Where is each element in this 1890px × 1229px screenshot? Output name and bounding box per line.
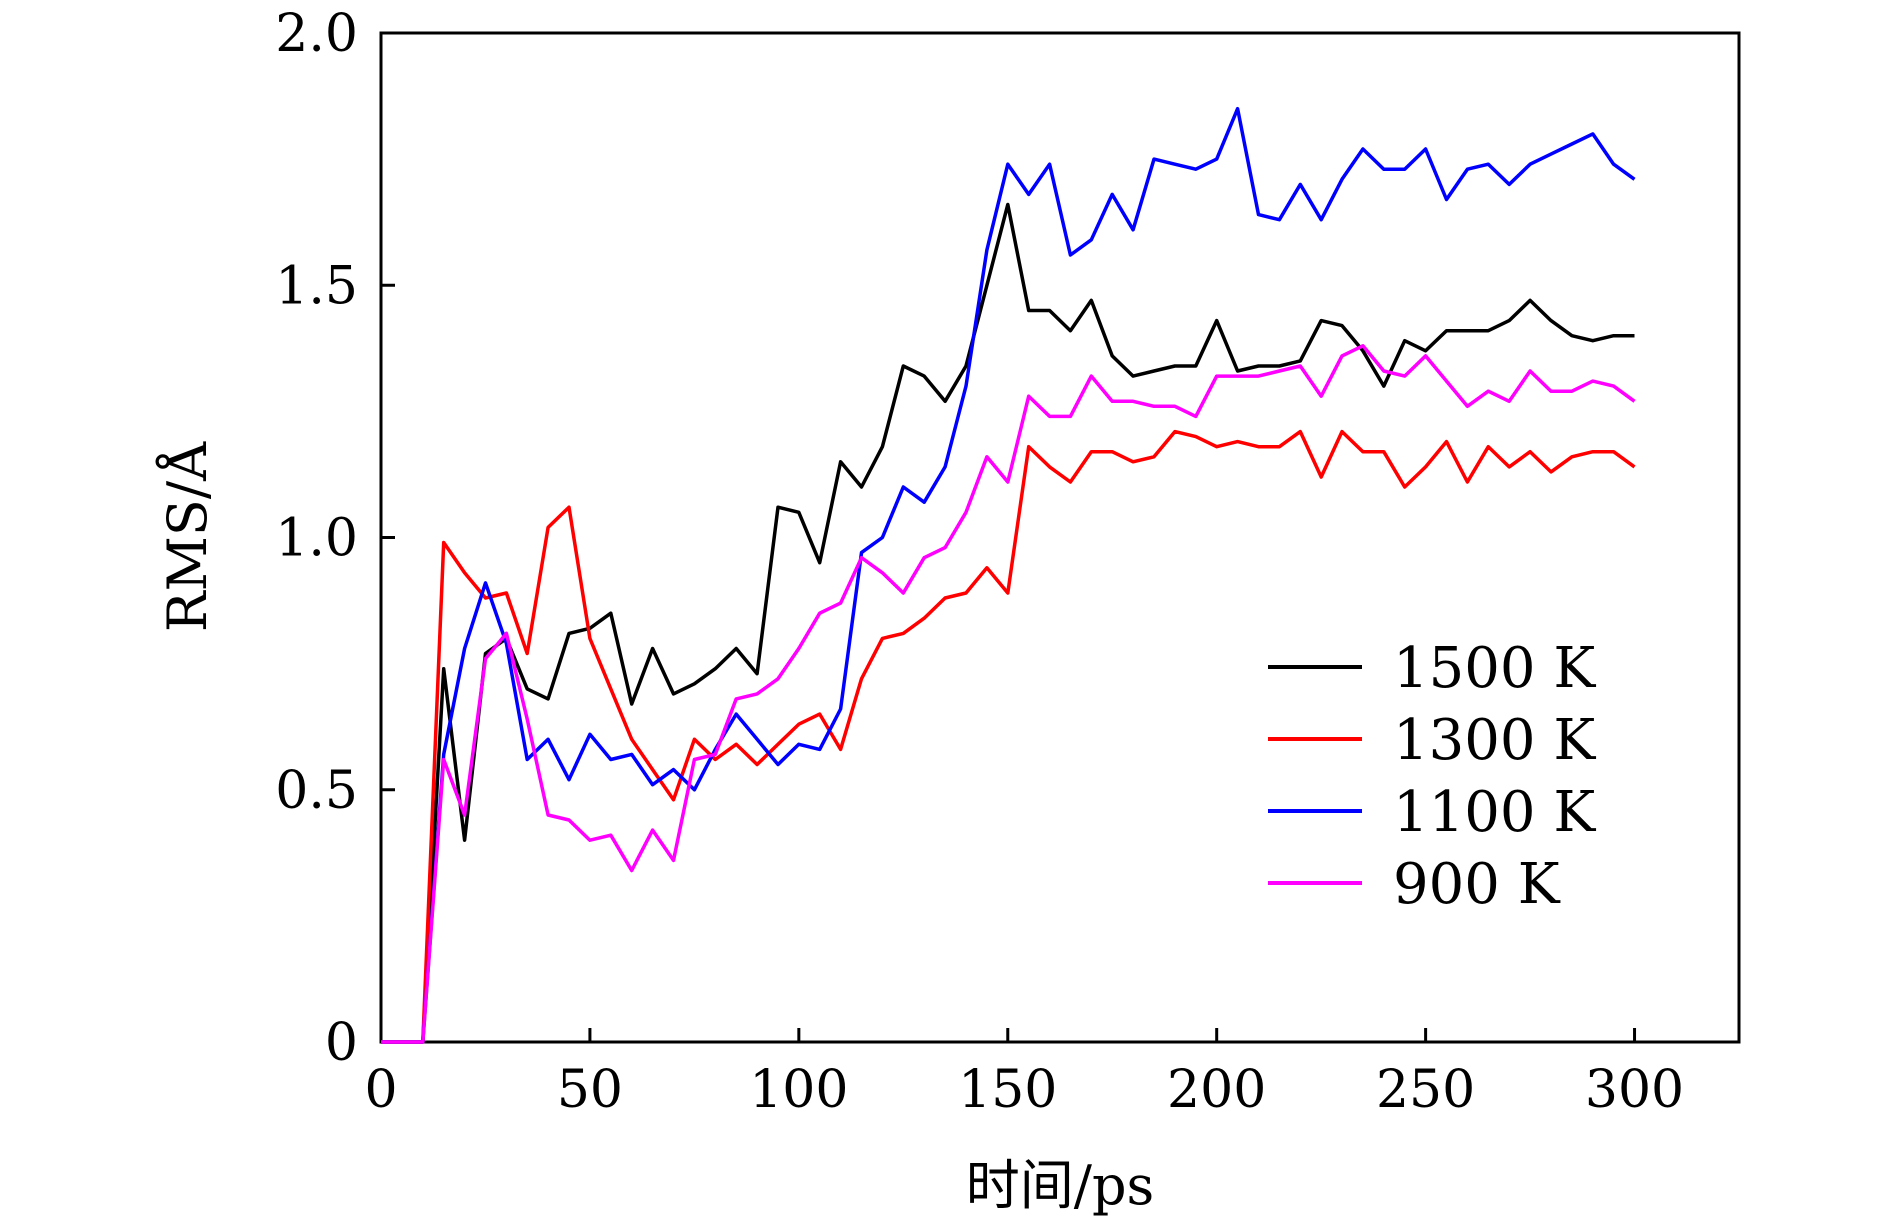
axis-ticks: 0 50 100 150 200 250 300 0 0.5 1.0 1.5 2.0 (275, 4, 1684, 1120)
legend-label-3: 900 K (1393, 852, 1561, 917)
x-tick-label-50: 50 (557, 1060, 623, 1120)
legend-label-0: 1500 K (1393, 636, 1596, 701)
legend-label-1: 1300 K (1393, 708, 1596, 773)
x-tick-label-150: 150 (958, 1060, 1057, 1120)
series-line-1300-k (381, 429, 1636, 1044)
x-tick-label-250: 250 (1376, 1060, 1475, 1120)
x-tick-label-100: 100 (749, 1060, 848, 1120)
y-axis-title: RMS/Å (154, 441, 219, 632)
series-line-1100-k (381, 106, 1636, 1044)
y-tick-label-1: 1.0 (275, 509, 358, 569)
y-tick-label-2: 2.0 (275, 4, 358, 64)
x-tick-label-200: 200 (1167, 1060, 1266, 1120)
y-tick-label-1.5: 1.5 (275, 256, 358, 316)
legend-label-2: 1100 K (1393, 780, 1596, 845)
x-tick-label-300: 300 (1585, 1060, 1684, 1120)
y-tick-label-0: 0 (325, 1013, 358, 1073)
x-axis-title: 时间/ps (966, 1154, 1154, 1217)
y-tick-label-0.5: 0.5 (275, 761, 358, 821)
series-line-900-k (381, 344, 1636, 1044)
x-tick-label-0: 0 (364, 1060, 397, 1120)
series-lines (381, 106, 1636, 1044)
legend: 1500 K 1300 K 1100 K 900 K (1268, 636, 1596, 917)
